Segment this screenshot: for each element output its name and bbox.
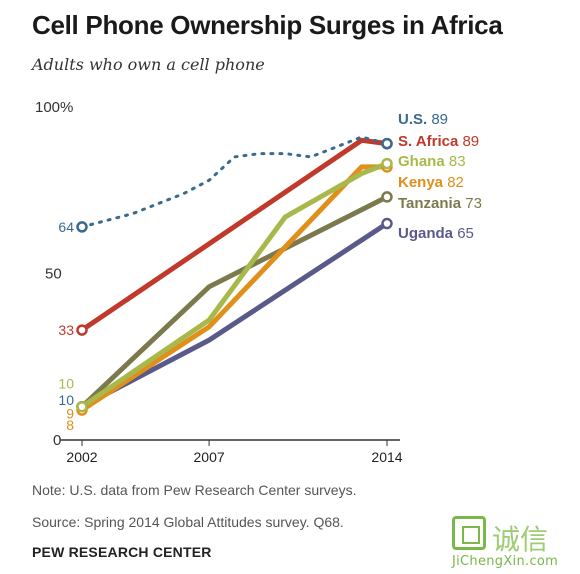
y-tick-label: 50	[45, 266, 62, 283]
series-value: 65	[457, 225, 474, 242]
series-name: S. Africa	[398, 133, 462, 150]
series-line-tanzania	[79, 194, 390, 410]
chart-title: Cell Phone Ownership Surges in Africa	[32, 10, 503, 40]
series-line-ghana	[79, 161, 390, 410]
series-name: U.S.	[398, 111, 431, 128]
series-value: 73	[465, 195, 482, 212]
series-line-u-s-	[80, 135, 389, 229]
series-end-label: Tanzania 73	[398, 195, 482, 212]
series-name: Kenya	[398, 174, 447, 191]
watermark-box-icon	[452, 516, 486, 550]
watermark-url: JiChengXin.com	[452, 554, 559, 569]
data-label-start: 9	[66, 405, 74, 421]
series-name: Ghana	[398, 153, 449, 170]
data-label-start: 8	[66, 417, 74, 433]
series-start-point	[76, 221, 88, 233]
y-tick-label: 100%	[35, 99, 73, 116]
series-value: 89	[462, 133, 479, 150]
series-end-label: Kenya 82	[398, 174, 464, 191]
series-name: Tanzania	[398, 195, 465, 212]
series-value: 83	[449, 153, 466, 170]
watermark-chars: 诚信	[492, 523, 549, 556]
organization-credit: PEW RESEARCH CENTER	[32, 544, 212, 560]
series-name: Uganda	[398, 225, 457, 242]
x-tick-label: 2007	[194, 449, 225, 465]
series-end-label: Uganda 65	[398, 225, 474, 242]
series-end-label: U.S. 89	[398, 111, 448, 128]
series-start-point	[76, 400, 88, 413]
y-tick-label: 0	[53, 432, 61, 449]
series-line-s-africa	[79, 137, 390, 333]
source-note: Source: Spring 2014 Global Attitudes sur…	[32, 514, 344, 530]
data-label-start: 33	[58, 322, 74, 338]
x-tick-label: 2014	[371, 449, 402, 465]
series-start-point	[76, 324, 88, 336]
series-end-point	[381, 217, 393, 230]
x-tick-label: 2002	[66, 449, 97, 465]
series-end-point	[381, 137, 393, 150]
series-value: 82	[447, 174, 464, 191]
series-end-label: S. Africa 89	[398, 133, 479, 150]
series-end-label: Ghana 83	[398, 153, 466, 170]
series-end-point	[381, 157, 393, 170]
footnote: Note: U.S. data from Pew Research Center…	[32, 482, 357, 498]
data-label-start: 64	[58, 219, 74, 235]
data-label-start: 10	[58, 375, 74, 391]
data-label-start: 10	[58, 392, 74, 408]
watermark-logo: 诚信 JiChengXin.com	[440, 516, 575, 574]
chart-subtitle: Adults who own a cell phone	[32, 55, 265, 74]
series-end-point	[381, 191, 393, 203]
series-value: 89	[431, 111, 448, 128]
series-line-kenya	[79, 164, 390, 413]
